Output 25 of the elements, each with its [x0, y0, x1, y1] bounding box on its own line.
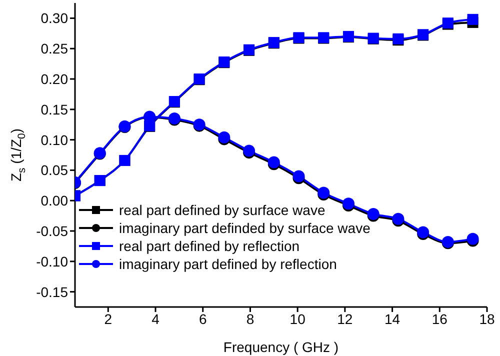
- y-tick-label: 0.25: [40, 40, 68, 57]
- x-tick-label: 10: [290, 310, 306, 327]
- y-tick-label: 0.20: [40, 70, 68, 87]
- x-tick-label: 8: [246, 310, 254, 327]
- point: [467, 14, 478, 25]
- y-tick-label: 0.00: [40, 192, 68, 209]
- y-tick-label: -0.05: [36, 222, 68, 239]
- x-tick-label: 18: [479, 310, 495, 327]
- x-tick-label: 12: [337, 310, 353, 327]
- y-tick-label: 0.10: [40, 132, 68, 148]
- legend-label: imaginary part definded by surface wave: [119, 220, 371, 236]
- x-tick-label: 14: [384, 310, 400, 327]
- legend-label: real part defined by surface wave: [119, 202, 326, 218]
- y-tick-label: 0.05: [40, 162, 68, 178]
- x-tick-label: 2: [104, 310, 112, 327]
- y-tick-label: 0.30: [40, 10, 68, 26]
- legend-label: imaginary part defined by reflection: [119, 256, 337, 272]
- y-tick-label: 0.15: [40, 101, 68, 118]
- x-axis-title: Frequency ( GHz ): [223, 339, 339, 355]
- y-tick-label: -0.15: [36, 284, 68, 300]
- y-tick-label: -0.10: [36, 253, 68, 270]
- legend-label: real part defined by reflection: [119, 238, 300, 254]
- x-tick-label: 4: [152, 310, 160, 327]
- x-tick-label: 16: [432, 310, 448, 327]
- x-tick-label: 6: [198, 310, 207, 327]
